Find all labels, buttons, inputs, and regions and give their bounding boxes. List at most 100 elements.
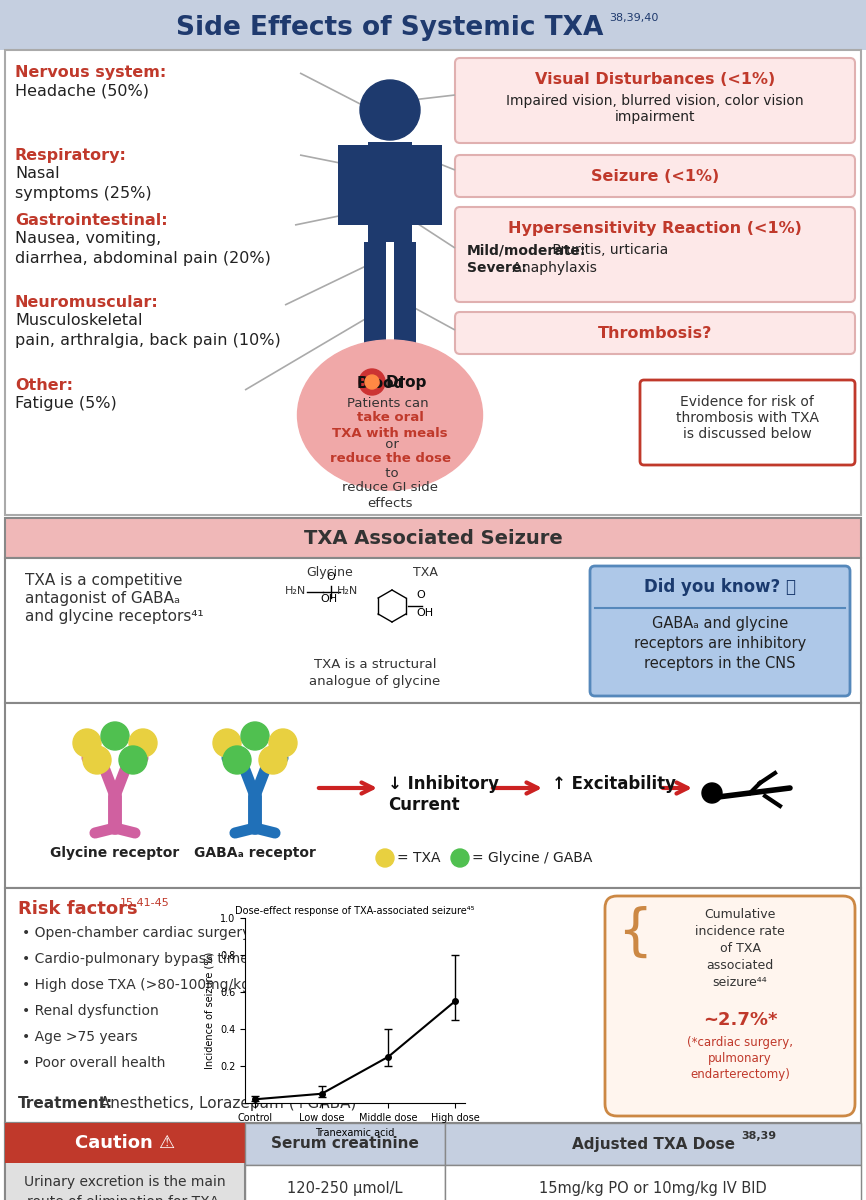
Text: Visual Disturbances (<1%): Visual Disturbances (<1%) <box>535 72 775 86</box>
Text: antagonist of GABAₐ: antagonist of GABAₐ <box>25 590 180 606</box>
Text: 38,39,40: 38,39,40 <box>609 13 658 23</box>
Bar <box>338 145 368 226</box>
Text: Glycine: Glycine <box>307 566 353 578</box>
Ellipse shape <box>298 340 482 490</box>
Circle shape <box>83 746 111 774</box>
Text: O: O <box>416 590 424 600</box>
Text: {: { <box>617 906 652 960</box>
Text: impairment: impairment <box>615 110 695 124</box>
Bar <box>0 0 866 50</box>
Circle shape <box>259 746 287 774</box>
Text: OH: OH <box>416 608 433 618</box>
Text: take oral
TXA with meals: take oral TXA with meals <box>333 410 448 440</box>
Text: Caution ⚠: Caution ⚠ <box>75 1134 175 1152</box>
FancyBboxPatch shape <box>590 566 850 696</box>
Text: Risk factors: Risk factors <box>18 900 138 918</box>
Text: Urinary excretion is the main
route of elimination for TXA.
Dose adjustment for : Urinary excretion is the main route of e… <box>24 1175 226 1200</box>
Bar <box>5 703 861 888</box>
Bar <box>245 1123 445 1165</box>
Text: Treatment:: Treatment: <box>18 1096 113 1111</box>
X-axis label: Tranexamic acid: Tranexamic acid <box>315 1128 395 1139</box>
Text: or: or <box>381 438 399 451</box>
Text: = Glycine / GABA: = Glycine / GABA <box>472 851 592 865</box>
Bar <box>394 242 416 347</box>
Text: TXA is a structural
analogue of glycine: TXA is a structural analogue of glycine <box>309 658 441 688</box>
Text: 15mg/kg PO or 10mg/kg IV BID: 15mg/kg PO or 10mg/kg IV BID <box>540 1181 767 1196</box>
Bar <box>412 145 442 226</box>
Text: reduce GI side
effects: reduce GI side effects <box>342 481 438 510</box>
Text: Severe:: Severe: <box>467 260 527 275</box>
Text: (*cardiac surgery,
pulmonary
endarterectomy): (*cardiac surgery, pulmonary endarterect… <box>687 1036 793 1081</box>
Bar <box>5 1123 245 1163</box>
Text: reduce the dose: reduce the dose <box>329 452 450 464</box>
Text: Drop: Drop <box>386 376 428 390</box>
Text: Nervous system:: Nervous system: <box>15 65 166 80</box>
Text: • Renal dysfunction: • Renal dysfunction <box>22 1004 158 1018</box>
Text: TXA: TXA <box>412 566 437 578</box>
Text: Thrombosis?: Thrombosis? <box>598 326 712 341</box>
Text: ↑ Excitability: ↑ Excitability <box>552 775 676 793</box>
Text: O: O <box>326 572 335 582</box>
Text: ~2.7%*: ~2.7%* <box>702 1010 778 1028</box>
Text: Anesthetics, Lorazepam (↑GABA): Anesthetics, Lorazepam (↑GABA) <box>95 1096 357 1111</box>
Text: Neuromuscular:: Neuromuscular: <box>15 295 158 310</box>
Bar <box>5 888 861 1123</box>
Bar <box>5 558 861 703</box>
Text: • High dose TXA (>80-100mg/kg total): • High dose TXA (>80-100mg/kg total) <box>22 978 292 992</box>
Text: ↓ Inhibitory
Current: ↓ Inhibitory Current <box>388 775 499 814</box>
Text: to: to <box>381 467 399 480</box>
Title: Dose-effect response of TXA-associated seizure⁴⁵: Dose-effect response of TXA-associated s… <box>236 906 475 916</box>
Text: H₂N: H₂N <box>285 586 307 596</box>
Bar <box>245 1165 445 1200</box>
Text: • Age >75 years: • Age >75 years <box>22 1030 138 1044</box>
Text: Cumulative
incidence rate
of TXA
associated
seizure⁴⁴: Cumulative incidence rate of TXA associa… <box>695 908 785 989</box>
Text: • Poor overall health: • Poor overall health <box>22 1056 165 1070</box>
Bar <box>595 571 845 602</box>
Text: Nausea, vomiting,
diarrhea, abdominal pain (20%): Nausea, vomiting, diarrhea, abdominal pa… <box>15 230 271 265</box>
Circle shape <box>73 728 101 757</box>
Text: Pruritis, urticaria: Pruritis, urticaria <box>548 242 669 257</box>
Text: 38,39: 38,39 <box>741 1130 776 1141</box>
Circle shape <box>101 722 129 750</box>
Bar <box>5 50 861 515</box>
Text: Gastrointestinal:: Gastrointestinal: <box>15 214 168 228</box>
Circle shape <box>269 728 297 757</box>
Text: OH: OH <box>320 594 337 604</box>
FancyBboxPatch shape <box>455 58 855 143</box>
Bar <box>445 1123 861 1165</box>
Bar <box>5 518 861 558</box>
Text: GABAₐ and glycine
receptors are inhibitory
receptors in the CNS: GABAₐ and glycine receptors are inhibito… <box>634 616 806 671</box>
Text: Did you know? 💡: Did you know? 💡 <box>644 578 796 596</box>
Text: Serum creatinine: Serum creatinine <box>271 1136 419 1152</box>
Text: Other:: Other: <box>15 378 73 392</box>
Text: Seizure (<1%): Seizure (<1%) <box>591 169 719 184</box>
Circle shape <box>702 782 722 803</box>
Text: Evidence for risk of
thrombosis with TXA
is discussed below: Evidence for risk of thrombosis with TXA… <box>675 395 818 442</box>
Bar <box>445 1165 861 1200</box>
Bar <box>364 242 386 347</box>
Bar <box>5 1123 861 1200</box>
Circle shape <box>213 728 241 757</box>
FancyBboxPatch shape <box>455 155 855 197</box>
Text: Blood: Blood <box>357 376 405 390</box>
Bar <box>368 142 412 242</box>
Text: and glycine receptors⁴¹: and glycine receptors⁴¹ <box>25 608 204 624</box>
Text: Patients can: Patients can <box>347 397 433 410</box>
Text: TXA is a competitive: TXA is a competitive <box>25 572 183 588</box>
FancyBboxPatch shape <box>455 312 855 354</box>
Text: Hypersensitivity Reaction (<1%): Hypersensitivity Reaction (<1%) <box>508 221 802 236</box>
Text: Impaired vision, blurred vision, color vision: Impaired vision, blurred vision, color v… <box>507 94 804 108</box>
FancyBboxPatch shape <box>640 380 855 464</box>
Text: Adjusted TXA Dose: Adjusted TXA Dose <box>572 1136 734 1152</box>
Text: = TXA: = TXA <box>397 851 441 865</box>
Text: Mild/moderate:: Mild/moderate: <box>467 242 586 257</box>
FancyBboxPatch shape <box>605 896 855 1116</box>
Text: • Cardio-pulmonary bypass time >150min: • Cardio-pulmonary bypass time >150min <box>22 952 317 966</box>
Circle shape <box>119 746 147 774</box>
Bar <box>5 1123 245 1200</box>
Text: • Open-chamber cardiac surgery: • Open-chamber cardiac surgery <box>22 926 250 940</box>
FancyBboxPatch shape <box>455 206 855 302</box>
Text: Musculoskeletal
pain, arthralgia, back pain (10%): Musculoskeletal pain, arthralgia, back p… <box>15 313 281 348</box>
Text: Fatigue (5%): Fatigue (5%) <box>15 396 117 410</box>
Text: Glycine receptor: Glycine receptor <box>50 846 179 860</box>
